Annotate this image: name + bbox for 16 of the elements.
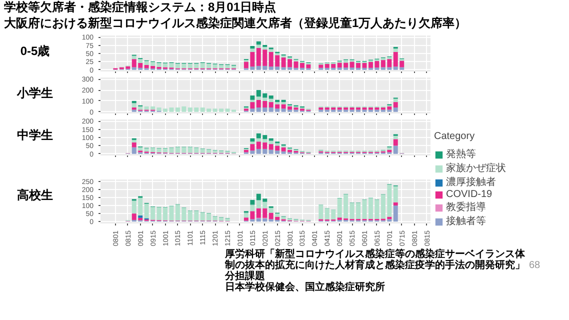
legend-label: 接触者等 [446,214,486,228]
legend-title: Category [434,131,476,142]
text: 68 [529,260,540,271]
legend-label: 家族かぜ症状 [446,162,506,175]
legend-label: 濃厚接触者 [446,176,496,189]
y-axis-title: 小学生 [17,85,53,102]
legend-label: 教委指導 [446,200,486,214]
y-axis-title: 0-5歳 [20,43,50,60]
y-axis-title: 中学生 [17,127,53,144]
text: 厚労科研「新型コロナウイルス感染症等の感染症サーベイランス体制の抜本的拡充に向けた人材育成と感染症疫学的手法の開発研究」分担課題 [225,249,525,282]
chart-subtitle: 大阪府における新型コロナウイルス感染症関連欠席者（登録児童1万人あたり欠席率） [4,15,467,31]
text: 日本学校保健会、国立感染症研究所 [225,282,385,293]
chart-title: 学校等欠席者・感染症情報システム：8月01日時点 [4,0,276,15]
y-axis-title: 高校生 [17,187,53,204]
legend-label: COVID-19 [446,189,492,200]
legend-label: 発熱等 [446,148,476,161]
